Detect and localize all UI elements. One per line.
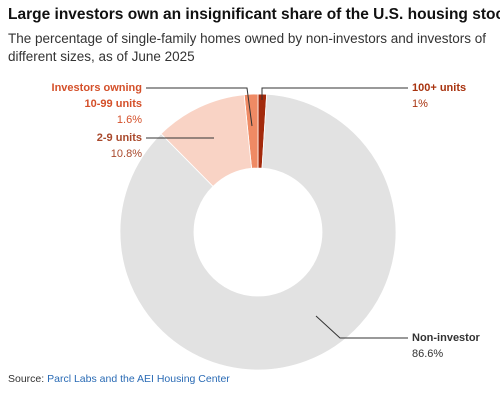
source-label: Source: — [8, 373, 45, 385]
leader-line — [315, 315, 408, 339]
chart-title: Large investors own an insignificant sha… — [8, 6, 500, 23]
category-label: 10-99 units — [85, 98, 142, 110]
category-label: 100+ units — [412, 82, 466, 94]
value-label: 10.8% — [111, 148, 142, 160]
category-label: Non-investor — [412, 332, 481, 344]
chart-subtitle: The percentage of single-family homes ow… — [8, 31, 487, 64]
leader-line — [146, 87, 253, 127]
annotation: Investors owning — [52, 82, 142, 94]
source-link: Parcl Labs and the AEI Housing Center — [47, 373, 230, 385]
leader-line — [261, 87, 408, 100]
slice — [119, 93, 397, 371]
donut — [119, 93, 397, 371]
value-label: 1% — [412, 98, 428, 110]
value-label: 1.6% — [117, 114, 142, 126]
source: Source: Parcl Labs and the AEI Housing C… — [8, 373, 230, 385]
category-label: 2-9 units — [97, 132, 142, 144]
value-label: 86.6% — [412, 348, 443, 360]
